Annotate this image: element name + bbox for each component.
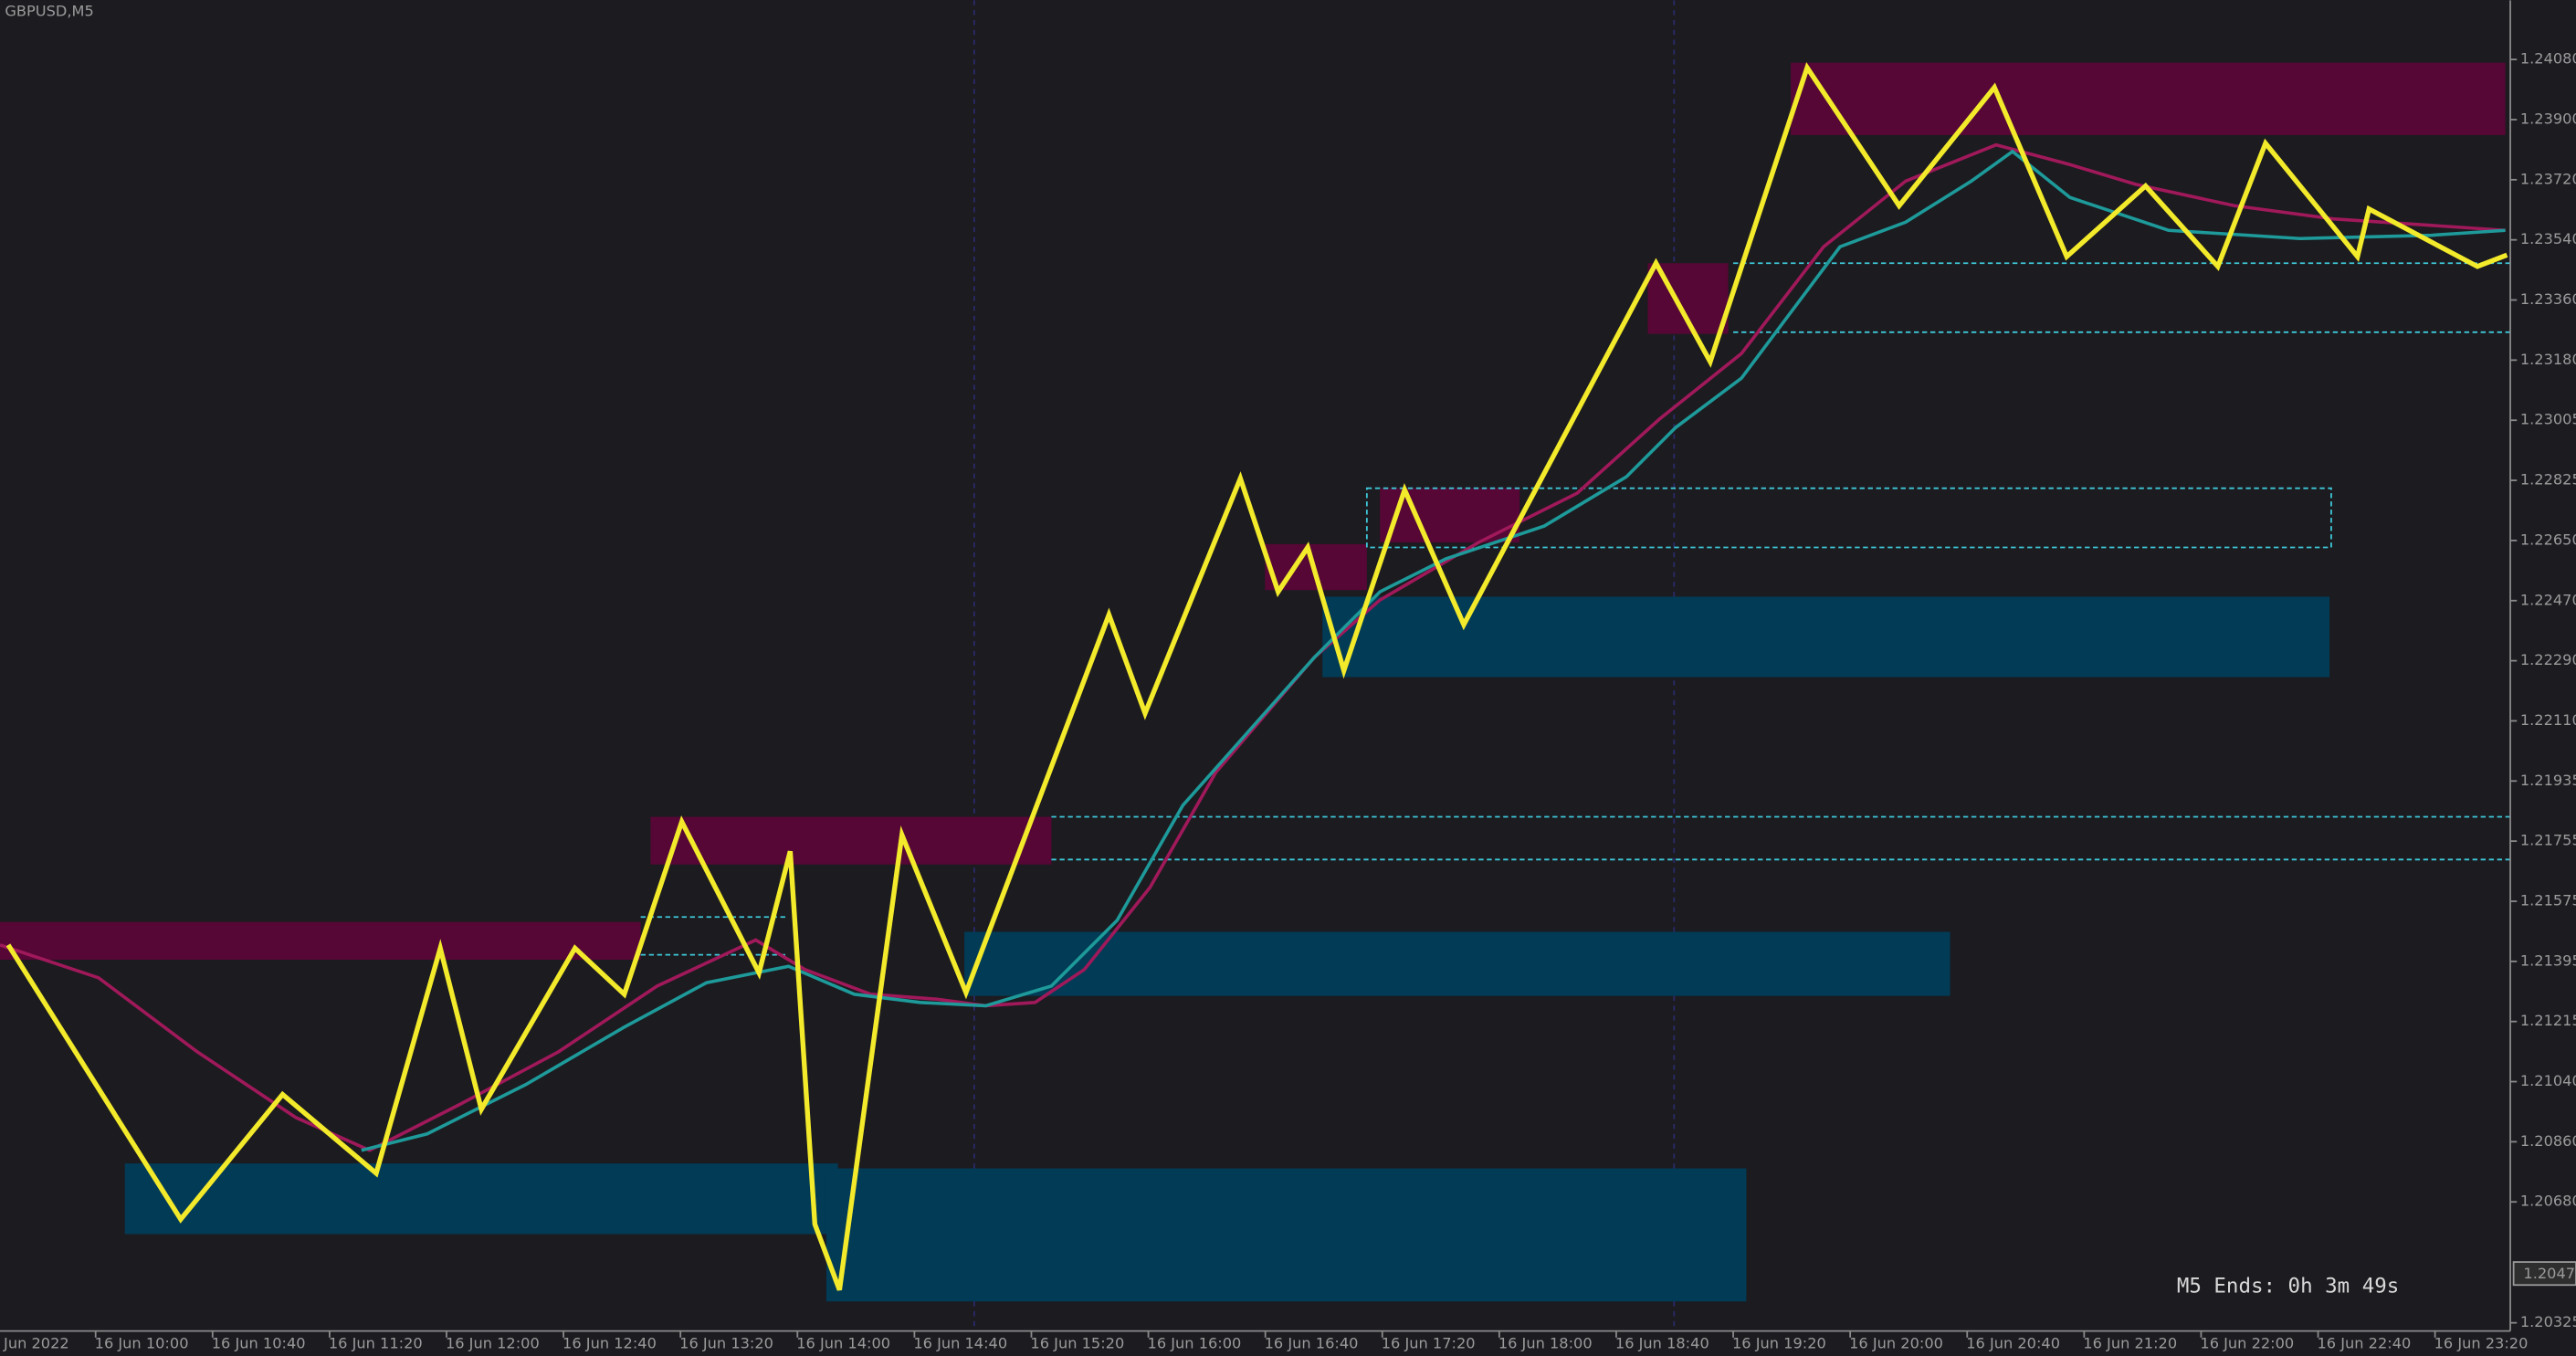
supply-zones <box>0 62 2506 961</box>
price-label: 1.22825 <box>2520 471 2576 489</box>
zone <box>1322 596 2330 678</box>
price-label: 1.21575 <box>2520 891 2576 909</box>
price-label: 1.23180 <box>2520 351 2576 368</box>
dashed-levels <box>640 262 2511 956</box>
price-label: 1.23360 <box>2520 290 2576 308</box>
time-label: 16 Jun 20:00 <box>1849 1335 1943 1352</box>
price-label: 1.21935 <box>2520 772 2576 789</box>
time-label: 16 Jun 12:40 <box>563 1335 657 1352</box>
zone <box>0 921 641 961</box>
current-price: 1.2047 <box>2523 1265 2575 1282</box>
demand-zones <box>124 596 2330 1302</box>
time-label: 16 Jun 18:40 <box>1615 1335 1709 1352</box>
time-label: 16 Jun 13:20 <box>679 1335 773 1352</box>
time-label: 16 Jun 12:00 <box>446 1335 540 1352</box>
time-label: 16 Jun 14:40 <box>913 1335 1007 1352</box>
price-label: 1.23540 <box>2520 230 2576 247</box>
time-label: 16 Jun 21:20 <box>2083 1335 2177 1352</box>
price-label: 1.24080 <box>2520 50 2576 68</box>
price-label: 1.23720 <box>2520 170 2576 187</box>
ma-fast <box>361 149 2506 1152</box>
time-label: 16 Jun 22:40 <box>2317 1335 2411 1352</box>
time-label: 16 Jun 20:40 <box>1966 1335 2060 1352</box>
time-label: 16 Jun 15:20 <box>1030 1335 1124 1352</box>
symbol: GBPUSD,M5 <box>5 2 93 19</box>
price-label: 1.21040 <box>2520 1072 2576 1089</box>
time-label: 16 Jun 11:20 <box>329 1335 423 1352</box>
bar-timer: M5 Ends: 0h 3m 49s <box>2177 1275 2400 1298</box>
time-label: 16 Jun 10:00 <box>95 1335 189 1352</box>
price-axis: 1.24080 1.23900 1.23720 1.23540 1.23360 1.231… <box>2510 50 2576 1330</box>
zone <box>650 816 1052 865</box>
price-label: 1.20680 <box>2520 1193 2576 1210</box>
price-label: 1.21215 <box>2520 1012 2576 1029</box>
price-label: 1.22470 <box>2520 591 2576 608</box>
price-label: 1.21395 <box>2520 951 2576 969</box>
time-label: 16 Jun 17:20 <box>1382 1335 1476 1352</box>
current-price-box <box>2512 1261 2576 1287</box>
price-label: 1.22110 <box>2520 711 2576 729</box>
zigzag <box>5 62 2508 1291</box>
time-label: 16 Jun 16:40 <box>1265 1335 1359 1352</box>
price-label: 1.21755 <box>2520 832 2576 849</box>
price-label: 1.20325 <box>2520 1313 2576 1330</box>
dashed-box <box>1365 487 2332 549</box>
zone <box>1791 62 2506 135</box>
price-label: 1.22290 <box>2520 651 2576 668</box>
time-axis: 16 Jun 2022 16 Jun 10:00 16 Jun 10:40 16 Ju… <box>0 1330 2529 1352</box>
time-label: 16 Jun 2022 <box>0 1335 69 1352</box>
time-label: 16 Jun 16:00 <box>1148 1335 1242 1352</box>
time-label: 16 Jun 23:20 <box>2434 1335 2529 1352</box>
price-label: 1.20860 <box>2520 1132 2576 1150</box>
zone <box>124 1163 838 1235</box>
price-label: 1.23005 <box>2520 411 2576 428</box>
time-label: 16 Jun 14:00 <box>796 1335 890 1352</box>
time-label: 16 Jun 10:40 <box>212 1335 306 1352</box>
time-label: 16 Jun 18:00 <box>1498 1335 1593 1352</box>
zone <box>964 931 1950 996</box>
time-label: 16 Jun 22:00 <box>2200 1335 2294 1352</box>
price-label: 1.22650 <box>2520 531 2576 548</box>
zone <box>825 1168 1747 1302</box>
price-label: 1.23900 <box>2520 110 2576 127</box>
time-label: 16 Jun 19:20 <box>1732 1335 1826 1352</box>
